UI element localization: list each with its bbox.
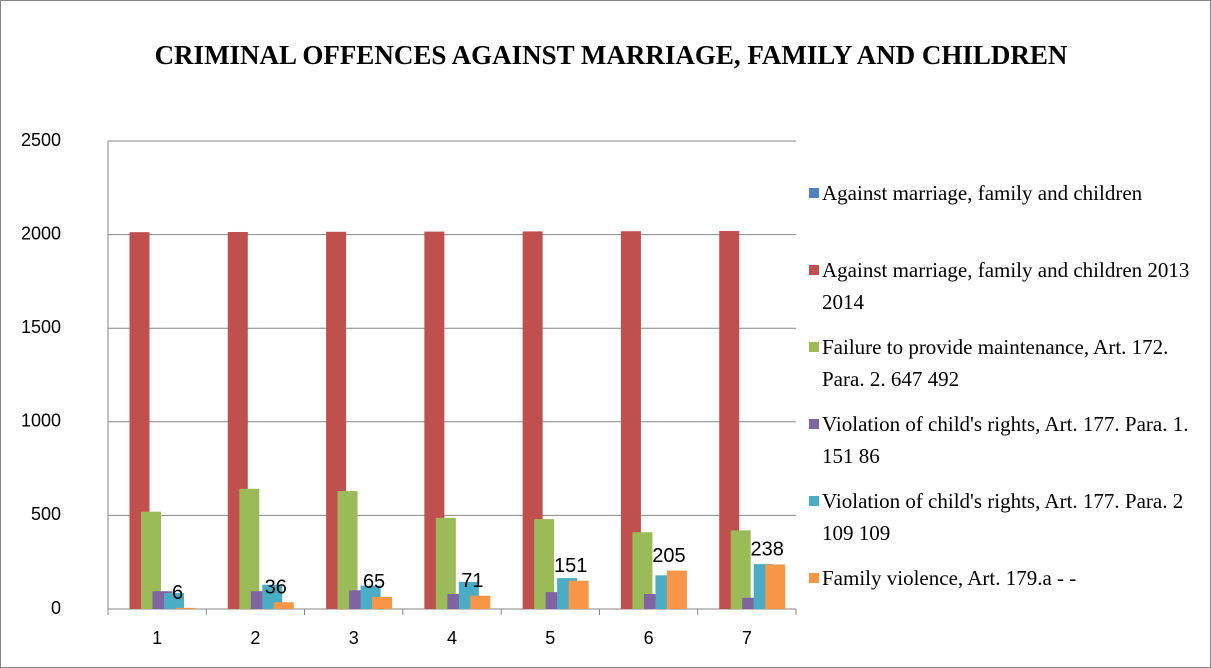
legend-entry: Family violence, Art. 179.a - - <box>809 562 1194 639</box>
data-label: 205 <box>652 545 685 567</box>
chart-title: CRIMINAL OFFENCES AGAINST MARRIAGE, FAMI… <box>154 40 1068 70</box>
legend-label: Against marriage, family and children 20… <box>822 258 1190 314</box>
data-label: 36 <box>265 577 287 599</box>
bar <box>470 595 491 609</box>
bar <box>719 231 740 609</box>
bar <box>742 597 763 609</box>
legend-label: Failure to provide maintenance, Art. 172… <box>822 335 1169 391</box>
bar <box>522 231 543 609</box>
legend-entry: Against marriage, family and children 20… <box>809 254 1194 331</box>
y-tick-label: 2000 <box>21 223 61 243</box>
legend-entry: Failure to provide maintenance, Art. 172… <box>809 331 1194 408</box>
bar <box>666 570 687 609</box>
bar <box>372 596 393 609</box>
bar <box>435 517 456 609</box>
legend-entry: Violation of child's rights, Art. 177. P… <box>809 408 1194 485</box>
bar <box>424 231 445 609</box>
x-tick-label: 3 <box>349 628 359 648</box>
x-tick-label: 7 <box>742 628 752 648</box>
x-tick-label: 1 <box>152 628 162 648</box>
legend-entry: Violation of child's rights, Art. 177. P… <box>809 485 1194 562</box>
legend-label: Violation of child's rights, Art. 177. P… <box>822 412 1189 468</box>
x-tick-label: 6 <box>644 628 654 648</box>
legend-swatch <box>809 342 819 352</box>
legend-label: Family violence, Art. 179.a - - <box>822 566 1077 590</box>
legend-swatch <box>809 188 819 198</box>
y-tick-label: 1500 <box>21 317 61 337</box>
y-tick-label: 1000 <box>21 411 61 431</box>
legend-swatch <box>809 419 819 429</box>
bar <box>164 593 184 609</box>
bar <box>730 530 751 609</box>
y-tick-label: 0 <box>51 598 61 618</box>
data-label: 6 <box>172 582 183 604</box>
data-label: 238 <box>751 539 784 561</box>
bar <box>141 511 161 609</box>
bar <box>765 564 786 609</box>
legend-label: Against marriage, family and children <box>822 181 1143 205</box>
legend: Against marriage, family and children Aga… <box>809 177 1194 639</box>
bar <box>534 519 555 609</box>
bar <box>239 488 260 609</box>
legend-entry: Against marriage, family and children <box>809 177 1194 254</box>
legend-swatch <box>809 496 819 506</box>
bar <box>620 231 641 609</box>
y-tick-label: 2500 <box>21 130 61 150</box>
legend-label: Violation of child's rights, Art. 177. P… <box>822 489 1184 545</box>
legend-swatch <box>809 573 819 583</box>
legend-swatch <box>809 265 819 275</box>
bar <box>568 580 589 609</box>
data-label: 65 <box>363 571 385 593</box>
data-label: 151 <box>554 555 587 577</box>
bar <box>337 491 358 609</box>
x-tick-label: 4 <box>447 628 457 648</box>
bar <box>632 532 653 609</box>
y-tick-label: 500 <box>31 504 61 524</box>
bar <box>273 602 294 609</box>
data-label: 71 <box>461 570 483 592</box>
x-tick-label: 2 <box>250 628 260 648</box>
x-tick-label: 5 <box>545 628 555 648</box>
bar <box>175 607 196 609</box>
